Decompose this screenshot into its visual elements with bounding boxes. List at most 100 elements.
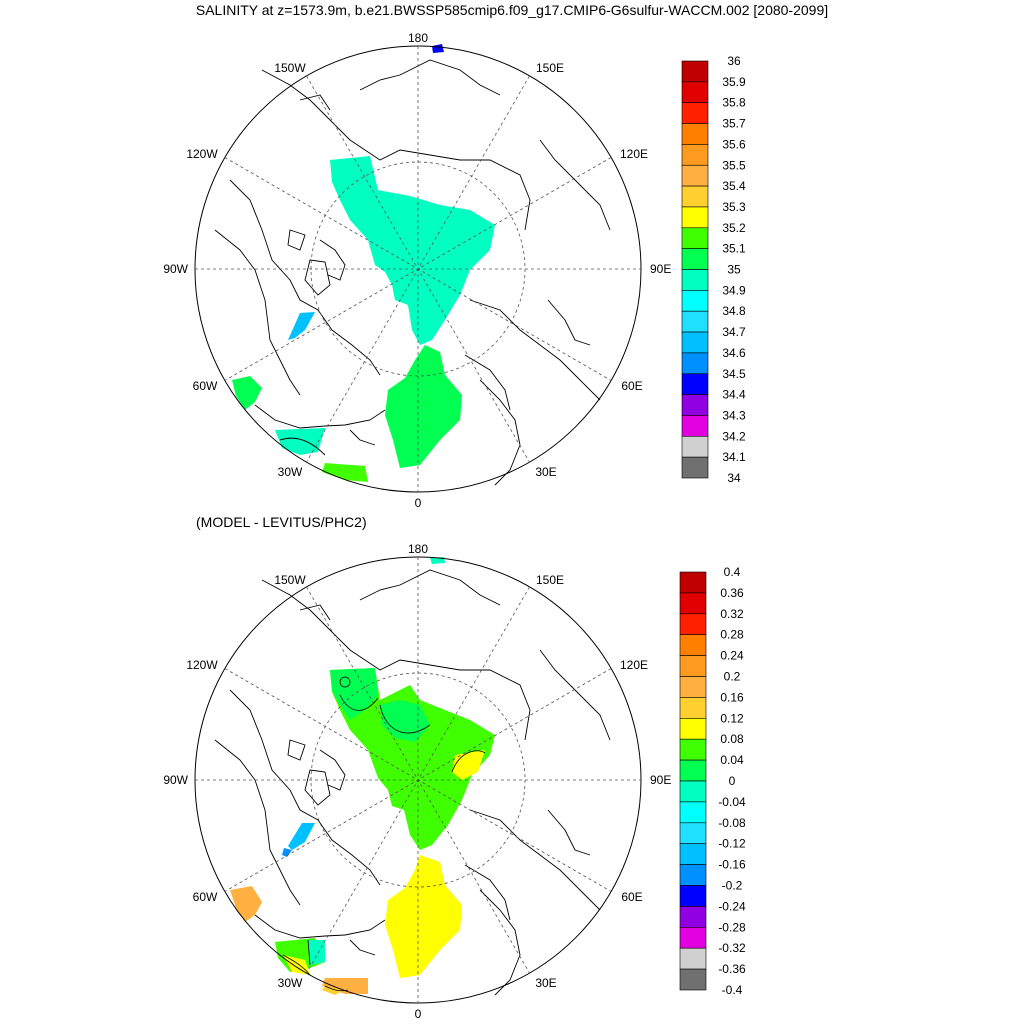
top-map-panel: 180 0 90W 90E 150W 150E 120W 120E 60W 60… [163,31,746,510]
bottom-colorbar-label-3: 0.28 [720,628,744,642]
top-colorbar-box-2 [681,102,709,124]
top-colorbar-label-4: 35.6 [722,137,746,151]
top-colorbar-label-8: 35.2 [722,221,746,235]
top-colorbar-label-2: 35.8 [722,96,746,110]
top-label-90w: 90W [163,262,188,276]
top-colorbar-label-16: 34.4 [722,388,746,402]
top-colorbar-label-13: 34.7 [722,325,746,339]
bottom-graticule [195,557,641,1003]
top-fill-labrador [232,376,262,410]
top-label-90e: 90E [650,262,671,276]
top-colorbar: 36 35.9 35.8 35.7 35.6 35.5 35.4 35.3 35.2 35.1 35… [681,54,746,485]
bottom-colorbar-box-0 [679,571,707,594]
top-colorbar-box-8 [681,227,709,249]
top-colorbar-box-18 [681,435,709,458]
top-colorbar-label-6: 35.4 [722,179,746,193]
bottom-colorbar-label-13: -0.12 [718,837,746,851]
top-graticule [195,46,641,492]
bottom-fill-labrador [230,886,262,922]
top-coastlines [214,59,611,486]
difference-subtitle: (MODEL - LEVITUS/PHC2) [196,514,367,530]
top-colorbar-label-10: 35 [727,263,741,277]
bottom-colorbar-box-8 [679,738,707,761]
figure-title: SALINITY at z=1573.9m, b.e21.BWSSP585cmi… [195,2,829,18]
bottom-colorbar-label-2: 0.32 [720,607,744,621]
top-colorbar-label-14: 34.6 [722,346,746,360]
bottom-fill-atlantic-cyan [308,940,325,965]
bottom-colorbar-label-10: 0 [729,774,736,788]
bottom-label-180: 180 [408,542,428,556]
bottom-label-150e: 150E [536,573,564,587]
bottom-label-30w: 30W [278,976,303,990]
top-colorbar-box-5 [681,164,709,187]
bottom-colorbar-label-20: -0.4 [722,983,743,997]
top-colorbar-label-1: 35.9 [722,75,746,89]
bottom-colorbar-box-18 [679,947,707,970]
bottom-colorbar-label-15: -0.2 [722,879,743,893]
top-colorbar-box-4 [681,144,709,166]
bottom-label-30e: 30E [535,976,556,990]
top-label-30w: 30W [278,465,303,479]
bottom-colorbar-label-5: 0.2 [724,670,741,684]
bottom-label-120w: 120W [186,658,218,672]
bottom-colorbar-box-4 [679,655,707,677]
top-colorbar-label-0: 36 [727,54,741,68]
bottom-colorbar-box-6 [679,697,707,719]
bottom-colorbar-box-9 [679,759,707,782]
bottom-colorbar-box-19 [679,968,707,991]
top-colorbar-box-11 [681,290,709,312]
top-colorbar-box-9 [681,248,709,270]
top-colorbar-label-5: 35.5 [722,158,746,172]
top-colorbar-box-15 [681,373,709,395]
top-colorbar-label-17: 34.3 [722,408,746,422]
bottom-colorbar-box-15 [679,885,707,907]
top-colorbar-label-3: 35.7 [722,117,746,131]
top-fill-nordic-seas [385,345,462,468]
bottom-colorbar-box-2 [679,613,707,636]
bottom-label-90w: 90W [163,773,188,787]
top-colorbar-box-3 [681,123,709,145]
top-label-0: 0 [415,496,422,510]
bottom-polar-map: 180 0 90W 90E 150W 150E 120W 120E 60W 60… [163,542,671,1021]
top-colorbar-box-19 [681,456,709,479]
top-colorbar-label-18: 34.2 [722,429,746,443]
top-colorbar-label-19: 34.1 [722,450,746,464]
bottom-colorbar-label-4: 0.24 [720,649,744,663]
top-colorbar-box-13 [681,331,709,354]
bottom-colorbar-label-0: 0.4 [724,565,741,579]
bottom-colorbar-label-12: -0.08 [718,816,746,830]
bottom-colorbar-box-13 [679,843,707,865]
bottom-colorbar-box-3 [679,634,707,656]
bottom-colorbar-label-6: 0.16 [720,690,744,704]
top-fill-bering-patch [432,44,444,53]
bottom-label-60e: 60E [621,890,642,904]
bottom-colorbar-label-14: -0.16 [718,858,746,872]
top-colorbar-box-6 [681,185,709,208]
top-label-30e: 30E [535,465,556,479]
bottom-colorbar-box-10 [679,780,707,803]
bottom-colorbar-label-19: -0.36 [718,962,746,976]
bottom-map-panel: 180 0 90W 90E 150W 150E 120W 120E 60W 60… [163,542,746,1021]
bottom-fill-baffin-blue [282,848,292,857]
bottom-colorbar-box-12 [679,822,707,844]
top-colorbar-label-20: 34 [727,471,741,485]
bottom-colorbar-box-1 [679,592,707,615]
bottom-colorbar-box-5 [679,676,707,698]
bottom-colorbar-label-8: 0.08 [720,732,744,746]
bottom-colorbar-box-17 [679,926,707,949]
top-label-120w: 120W [186,147,218,161]
top-colorbar-box-1 [681,81,709,103]
bottom-colorbar-label-9: 0.04 [720,753,744,767]
top-colorbar-box-17 [681,415,709,437]
top-colorbar-label-7: 35.3 [722,200,746,214]
bottom-label-0: 0 [415,1007,422,1021]
top-polar-map: 180 0 90W 90E 150W 150E 120W 120E 60W 60… [163,31,671,510]
top-fill-arctic-basin [330,156,495,345]
top-label-180: 180 [408,31,428,45]
top-label-60w: 60W [193,379,218,393]
bottom-colorbar-label-17: -0.28 [718,920,746,934]
bottom-colorbar-box-11 [679,801,707,824]
bottom-fill-arctic-yellow [452,750,485,780]
top-colorbar-box-16 [681,394,709,416]
bottom-colorbar-label-18: -0.32 [718,941,746,955]
